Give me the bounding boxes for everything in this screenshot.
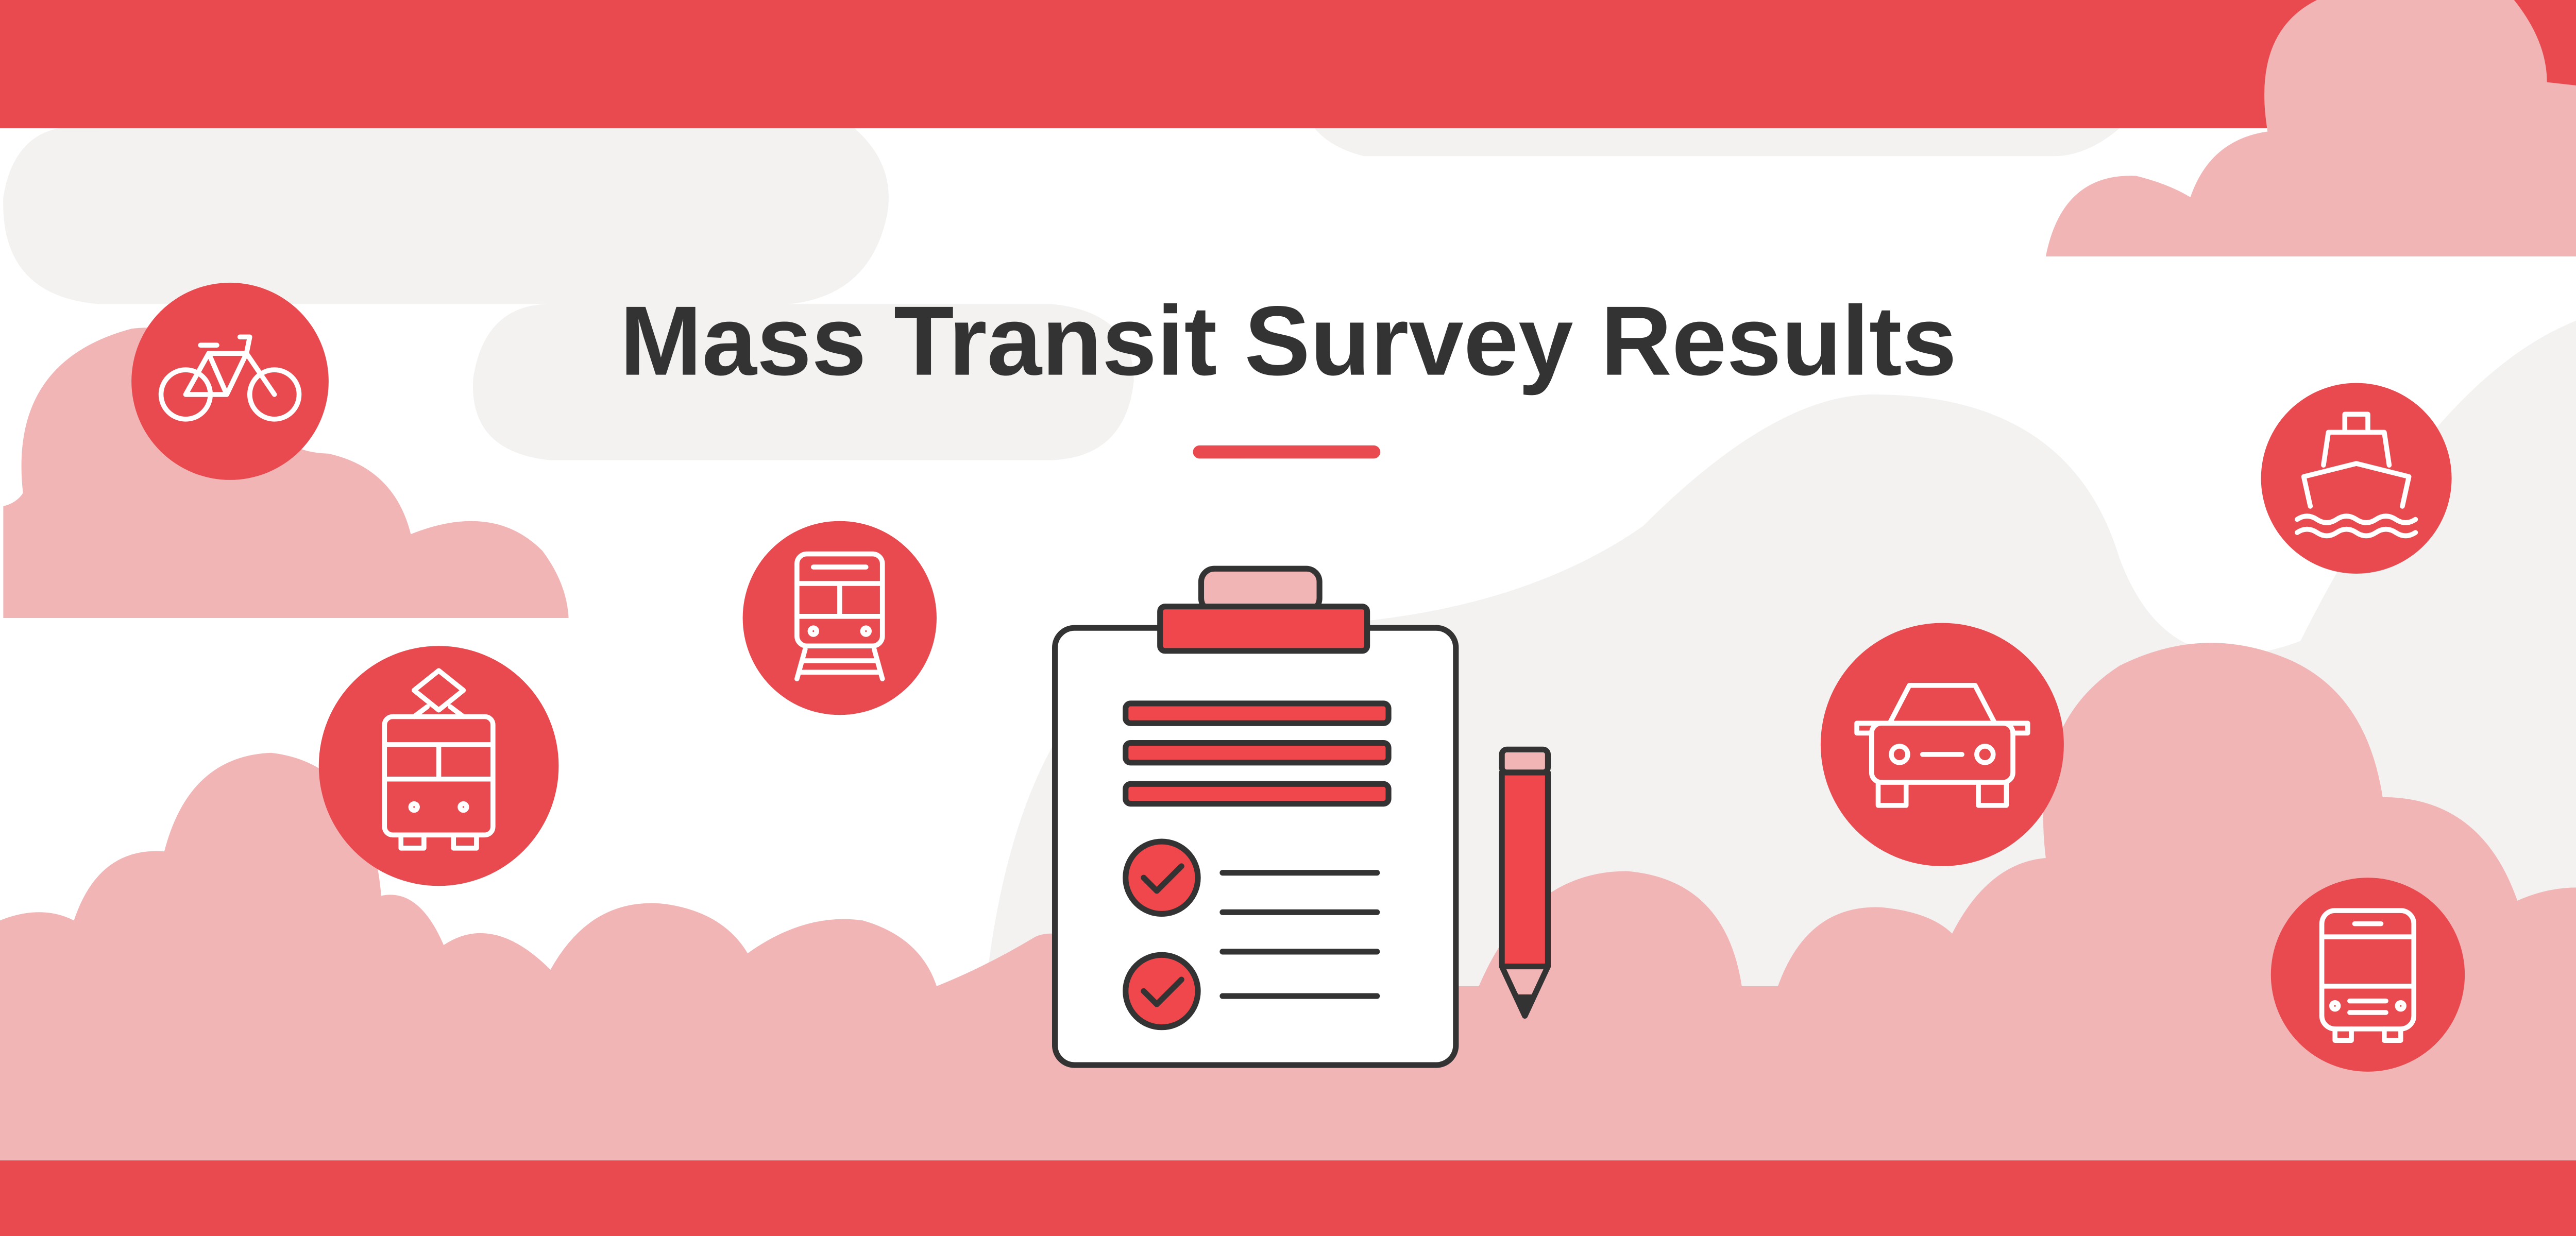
ferry-icon [2261,383,2452,574]
train-icon [742,521,937,715]
car-icon [1820,623,2064,866]
top-band [0,0,2576,128]
clipboard-checklist-icon [1052,565,1459,1068]
page-title: Mass Transit Survey Results [620,286,1957,396]
tram-icon [318,646,559,886]
title-underline [1193,445,1381,459]
bus-icon [2270,878,2465,1072]
bicycle-icon [131,282,329,480]
pencil-icon [1499,746,1551,1019]
bottom-band [0,1160,2576,1236]
